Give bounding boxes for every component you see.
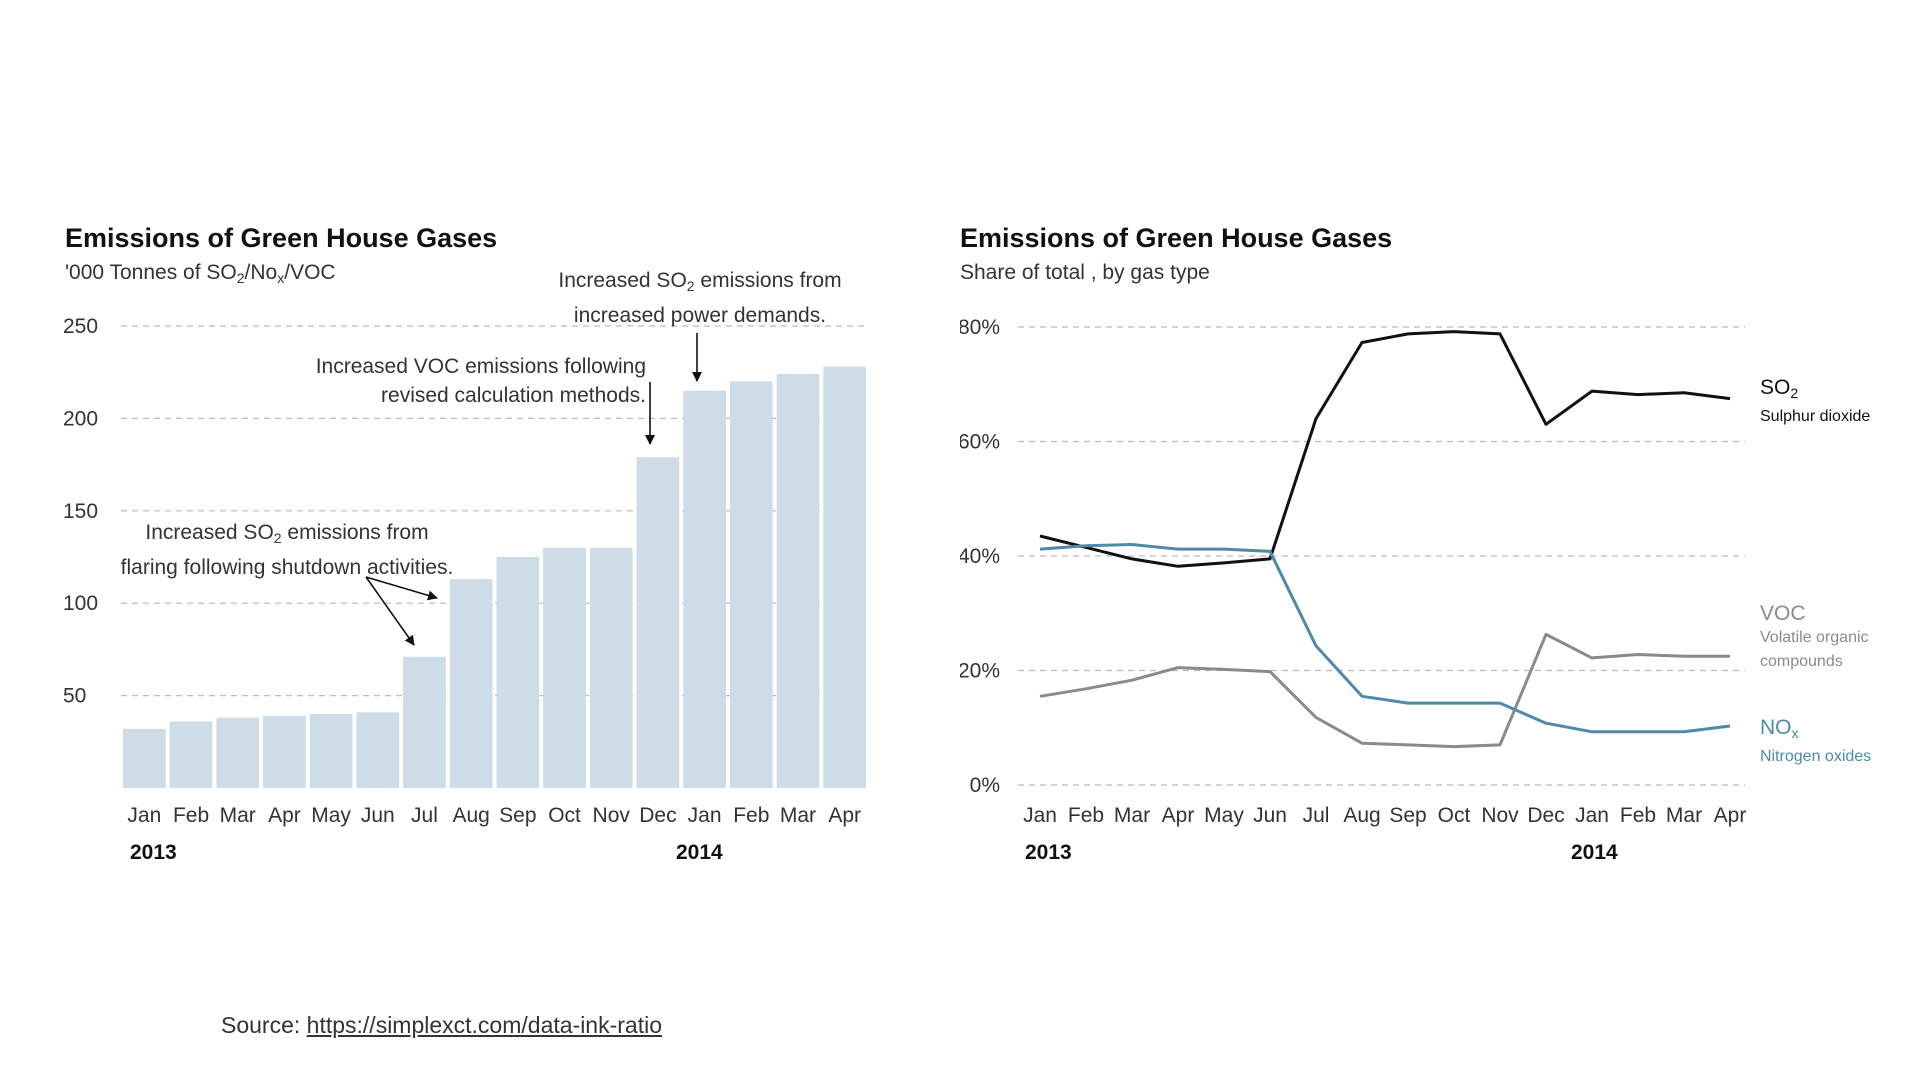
x-tick-label: Jun — [361, 804, 395, 827]
bar — [543, 547, 586, 788]
y-tick-label: 60% — [960, 431, 1000, 454]
x-tick-label: May — [311, 804, 351, 827]
x-tick-label: Nov — [1481, 804, 1519, 827]
y-tick-label: 50 — [63, 685, 86, 708]
x-tick-label: Dec — [639, 804, 676, 827]
bar — [356, 712, 400, 788]
x-tick-label: Jul — [1303, 804, 1330, 827]
bar — [589, 547, 633, 788]
bar — [169, 721, 213, 788]
series-line-voc — [1039, 632, 1730, 749]
source-footer: Source: https://simplexct.com/data-ink-r… — [221, 1012, 662, 1039]
x-tick-label: Mar — [1114, 804, 1150, 827]
bar — [496, 557, 540, 788]
year-label: 2014 — [676, 841, 723, 864]
x-tick-label: Dec — [1527, 804, 1564, 827]
bar-chart-plot: 50 100 150 200 250 Jan Feb Mar Apr May Jun Jul Aug Se… — [63, 315, 868, 864]
x-tick-label: Feb — [1620, 804, 1656, 827]
y-tick-label: 150 — [63, 500, 98, 523]
x-tick-label: Aug — [452, 804, 489, 827]
x-tick-label: Nov — [593, 804, 631, 827]
x-tick-label: Apr — [1162, 804, 1195, 827]
year-label: 2013 — [1025, 841, 1072, 864]
source-label: Source: — [221, 1012, 301, 1038]
annotation-power-demand: Increased SO2 emissions from increased p… — [558, 269, 842, 327]
series-label-nox: NOx Nitrogen oxides — [1760, 716, 1872, 765]
line-chart-title: Emissions of Green House Gases — [960, 223, 1393, 253]
bar-chart-panel: Emissions of Green House Gases '000 Tonn… — [63, 223, 868, 864]
x-tick-label: Jan — [1023, 804, 1057, 827]
y-tick-label: 200 — [63, 407, 98, 430]
year-label: 2014 — [1571, 841, 1618, 864]
bar — [309, 714, 353, 788]
series-line-nox — [1039, 543, 1731, 734]
x-tick-label: Aug — [1343, 804, 1380, 827]
y-tick-label: 20% — [960, 660, 1000, 683]
x-tick-label: Mar — [1666, 804, 1702, 827]
x-tick-label: Feb — [173, 804, 209, 827]
annotation-arrow — [365, 576, 438, 601]
x-tick-label: Apr — [828, 804, 861, 827]
year-label: 2013 — [130, 841, 177, 864]
bar — [683, 390, 726, 788]
x-tick-label: Feb — [1068, 804, 1104, 827]
x-tick-label: Jan — [688, 804, 722, 827]
x-tick-label: Jan — [127, 804, 161, 827]
annotation-arrow — [365, 576, 415, 646]
bar — [636, 457, 680, 788]
x-tick-label: May — [1204, 804, 1244, 827]
x-tick-label: Oct — [1438, 804, 1471, 827]
y-tick-label: 0% — [970, 774, 1000, 797]
x-tick-label: Jul — [411, 804, 438, 827]
x-tick-label: Sep — [1389, 804, 1426, 827]
y-tick-label: 250 — [63, 315, 98, 338]
x-tick-label: Feb — [733, 804, 769, 827]
bar-chart-subtitle: '000 Tonnes of SO2/Nox/VOC — [65, 261, 336, 286]
bar — [123, 728, 166, 788]
x-tick-label: Jun — [1253, 804, 1287, 827]
line-chart-panel: Emissions of Green House Gases Share of … — [960, 0, 1920, 1080]
x-tick-label: Mar — [780, 804, 816, 827]
x-tick-label: Jan — [1575, 804, 1609, 827]
x-tick-label: Sep — [499, 804, 536, 827]
bar — [776, 374, 820, 788]
annotation-voc-revision: Increased VOC emissions following revise… — [315, 355, 646, 407]
source-link[interactable]: https://simplexct.com/data-ink-ratio — [306, 1012, 662, 1038]
bar — [403, 656, 446, 788]
bar — [823, 366, 866, 788]
x-tick-label: Apr — [1714, 804, 1747, 827]
x-tick-label: Oct — [548, 804, 581, 827]
line-chart-plot: 0% 20% 40% 60% 80% Jan Feb Mar Apr May Jun Jul Aug Se… — [960, 316, 1747, 864]
y-tick-label: 80% — [960, 316, 1000, 339]
bar — [729, 381, 773, 788]
bar — [449, 579, 493, 788]
y-tick-label: 100 — [63, 592, 98, 615]
x-tick-label: Mar — [220, 804, 256, 827]
annotation-flaring: Increased SO2 emissions from flaring fol… — [120, 521, 454, 579]
bar-chart-title: Emissions of Green House Gases — [65, 223, 498, 253]
y-tick-label: 40% — [960, 545, 1000, 568]
series-label-voc: VOC Volatile organic compounds — [1760, 602, 1869, 670]
series-line-so2 — [1039, 330, 1731, 568]
series-label-so2: SO2 Sulphur dioxide — [1760, 376, 1871, 425]
bar — [216, 717, 260, 788]
bar — [263, 715, 306, 788]
line-chart-subtitle: Share of total , by gas type — [960, 261, 1210, 284]
x-tick-label: Apr — [268, 804, 301, 827]
